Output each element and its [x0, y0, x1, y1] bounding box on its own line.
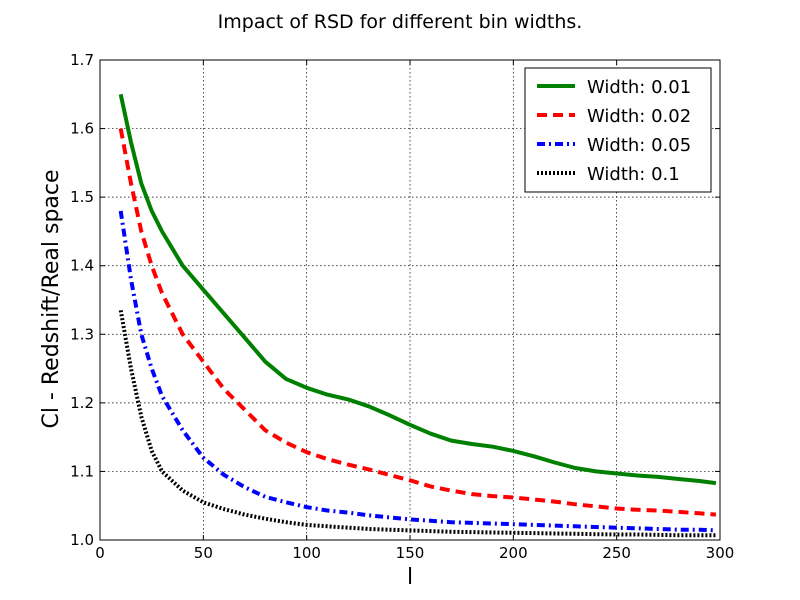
y-tick-label: 1.2 [70, 394, 94, 412]
x-tick-label: 250 [602, 544, 631, 562]
legend-box [524, 67, 712, 193]
series-line-1 [118, 93, 717, 486]
y-tick-label: 1.0 [70, 531, 94, 549]
x-tick-label: 300 [706, 544, 735, 562]
legend-label-3: Width: 0.05 [587, 135, 691, 156]
series-layer [118, 93, 717, 538]
y-tick-label: 1.5 [70, 188, 94, 206]
series-line-2 [118, 128, 717, 517]
x-tick-label: 50 [194, 544, 213, 562]
legend-label-1: Width: 0.01 [587, 77, 691, 98]
legend-label-4: Width: 0.1 [587, 164, 680, 185]
y-tick-label: 1.1 [70, 462, 94, 480]
legend-label-2: Width: 0.02 [587, 106, 691, 127]
y-tick-label: 1.3 [70, 325, 94, 343]
y-axis-title: Cl - Redshift/Real space [39, 169, 64, 428]
x-tick-label: 200 [499, 544, 528, 562]
axis-ticks: 0 50 100 150 200 250 300 1.0 1.1 1.2 1.3 1.4 1.5 1.6 1… [70, 51, 734, 562]
x-tick-label: 0 [95, 544, 105, 562]
x-axis-title: l [407, 565, 413, 590]
series-line-3 [118, 210, 716, 533]
chart-title: Impact of RSD for different bin widths. [218, 11, 583, 33]
y-tick-label: 1.7 [70, 51, 94, 69]
x-tick-label: 150 [396, 544, 425, 562]
series-line-4 [118, 309, 716, 538]
y-tick-label: 1.6 [70, 120, 94, 138]
legend: Width: 0.01 Width: 0.02 Width: 0.05 Width: … [524, 67, 712, 193]
y-tick-label: 1.4 [70, 257, 94, 275]
x-tick-label: 100 [292, 544, 321, 562]
